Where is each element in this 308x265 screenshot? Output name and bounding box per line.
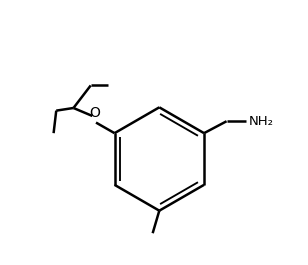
Text: O: O	[89, 106, 100, 120]
Text: NH₂: NH₂	[249, 115, 274, 128]
